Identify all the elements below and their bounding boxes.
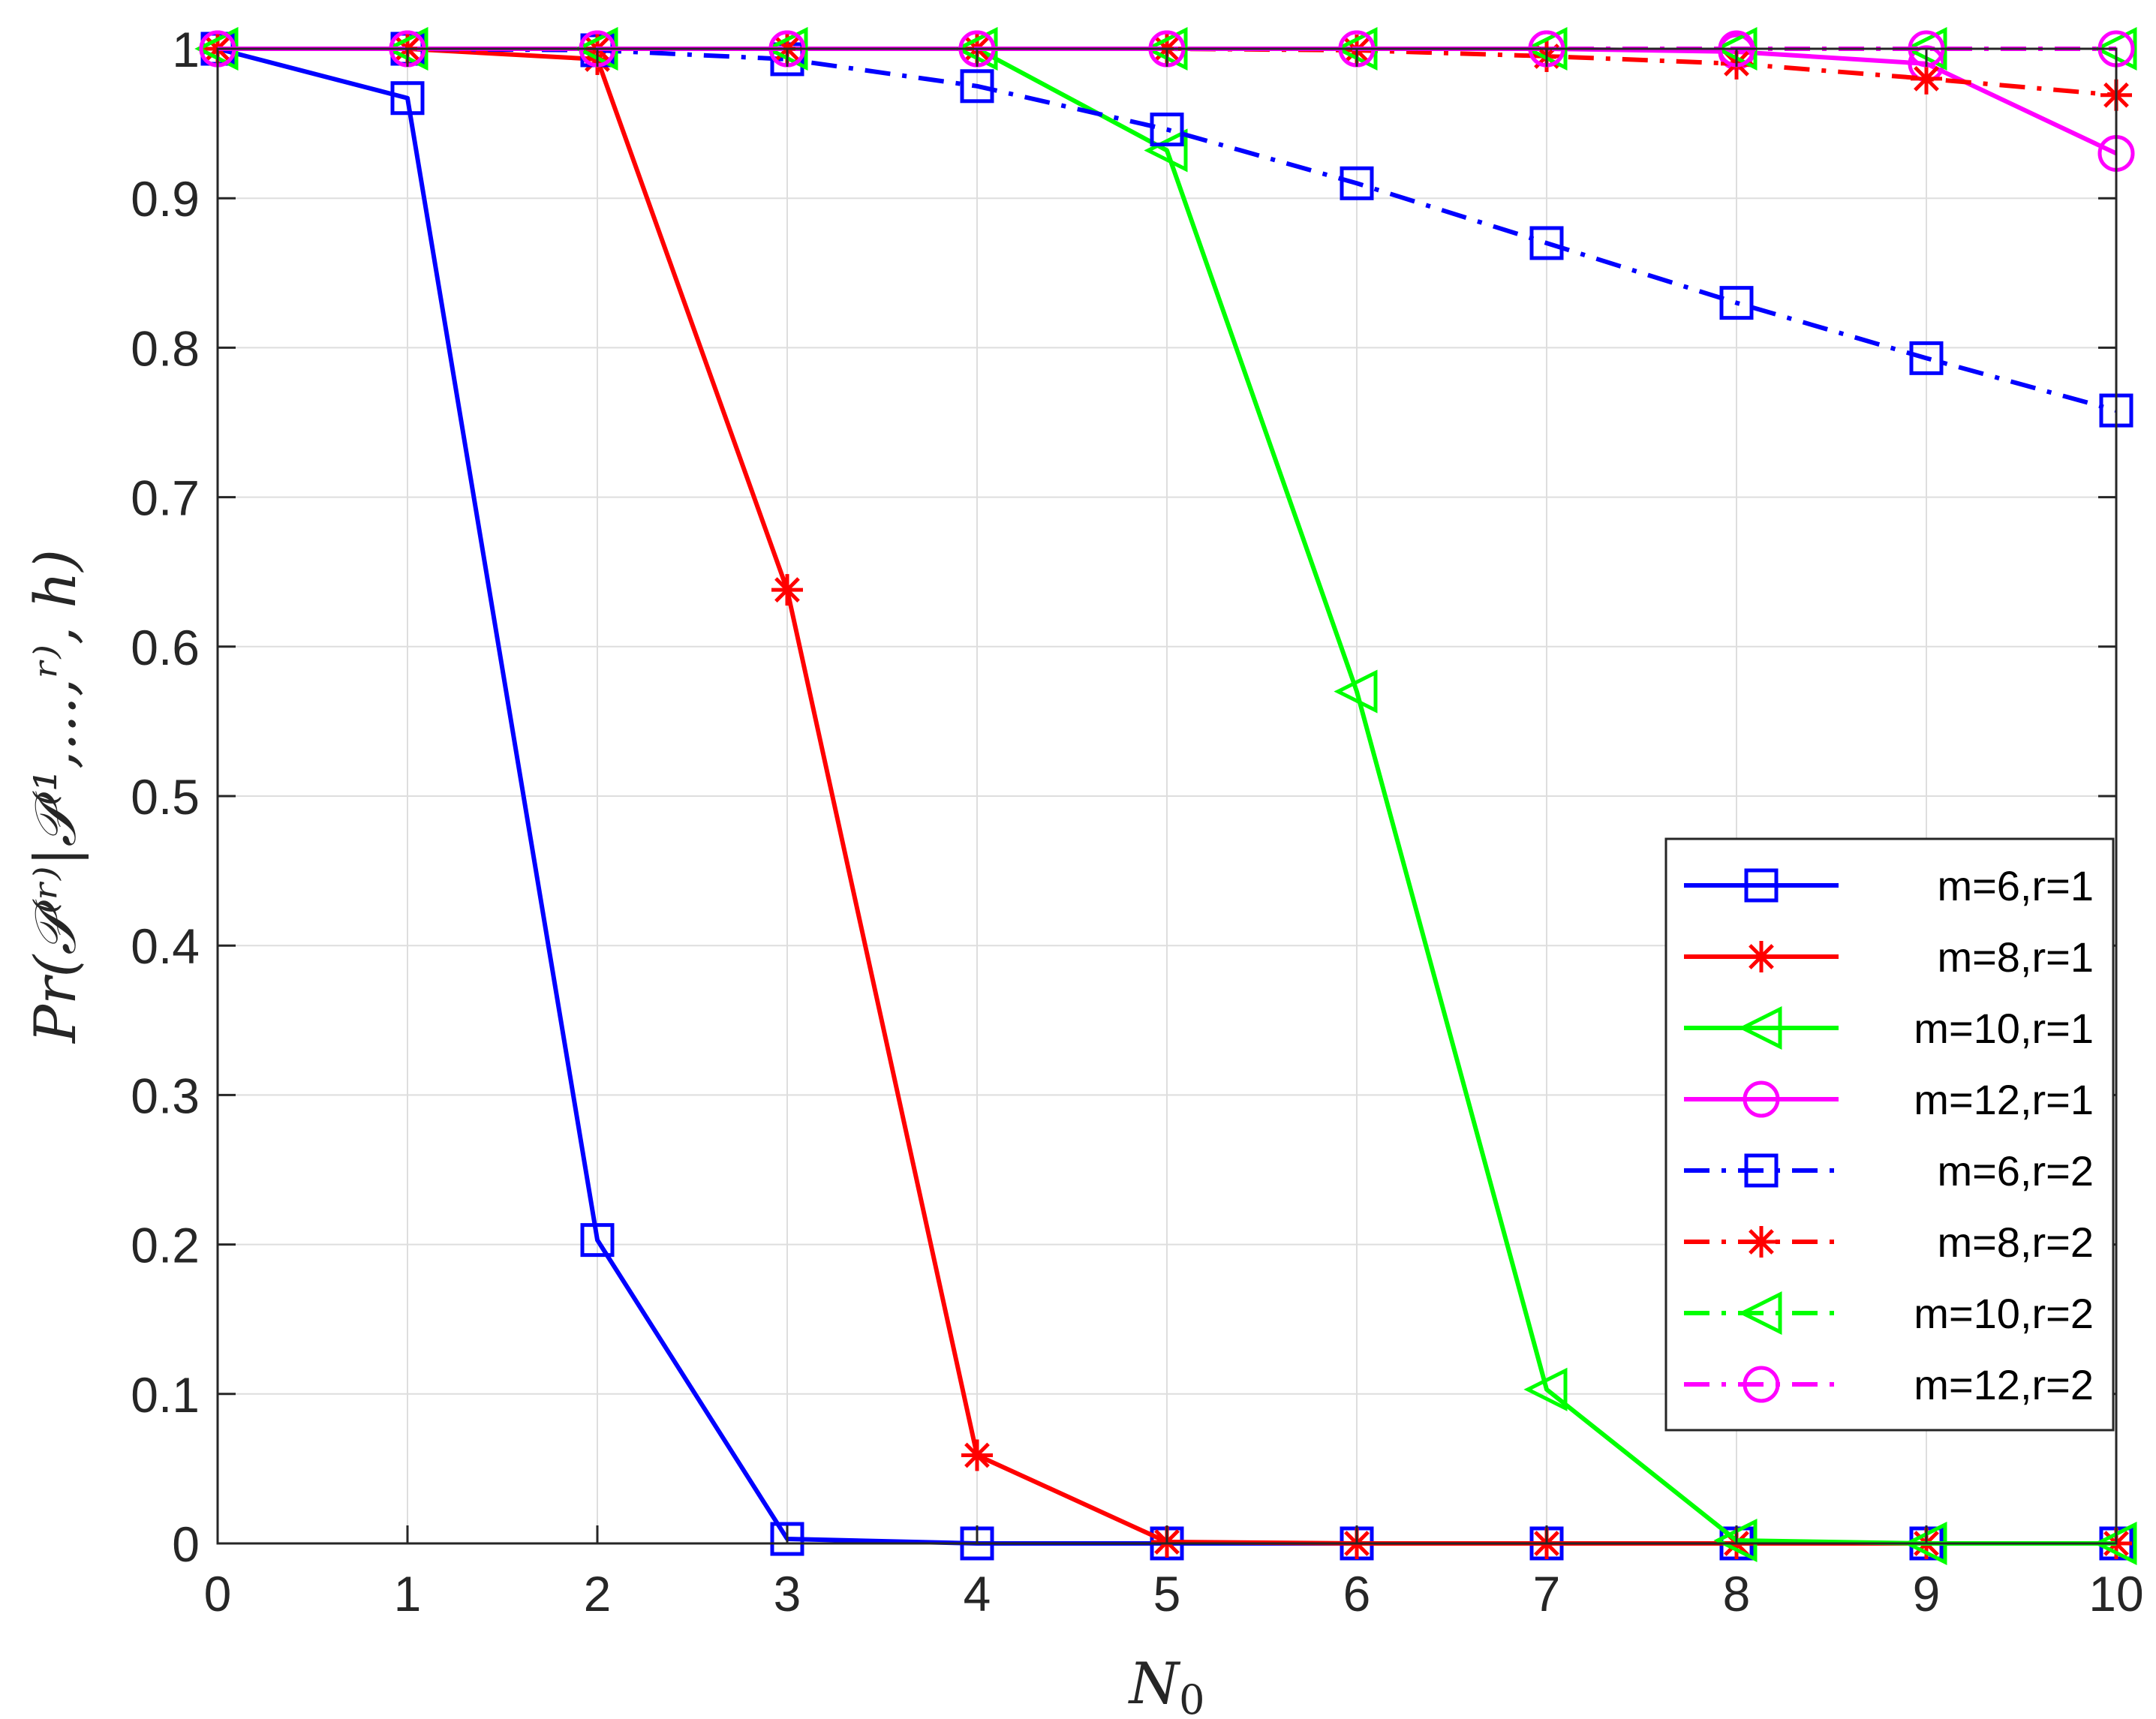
data-point-triangle-left — [1334, 669, 1378, 714]
y-tick-label: 0.9 — [131, 171, 200, 227]
x-axis-label-subscript: 0 — [1179, 1676, 1204, 1719]
data-point-asterisk — [961, 1439, 993, 1471]
y-tick-label: 0.6 — [131, 620, 200, 675]
x-tick-label: 6 — [1343, 1566, 1371, 1621]
data-point-square — [390, 81, 425, 116]
x-tick-label: 1 — [394, 1566, 422, 1621]
legend-entry: m=8,r=1 — [1684, 933, 2094, 981]
legend-label: m=6,r=2 — [1937, 1147, 2094, 1195]
legend-entry: m=12,r=1 — [1684, 1076, 2094, 1123]
y-tick-label: 0.8 — [131, 320, 200, 376]
asterisk-stroke — [1914, 65, 1939, 92]
legend-entry: m=10,r=1 — [1684, 1005, 2094, 1052]
data-point-square — [960, 69, 994, 104]
x-tick-label: 4 — [964, 1566, 991, 1621]
legend-label: m=12,r=2 — [1914, 1361, 2094, 1408]
legend-entry: m=12,r=2 — [1684, 1361, 2094, 1408]
y-tick-label: 0 — [172, 1516, 200, 1572]
legend-label: m=8,r=2 — [1937, 1219, 2094, 1266]
asterisk-stroke — [774, 577, 800, 603]
x-axis-label: N0 — [1128, 1650, 1205, 1719]
y-axis-label: Pr(𝒫⁽ʳ⁾|𝒫⁽¹,...,ʳ⁾, h) — [22, 549, 89, 1044]
data-point-triangle-left — [1523, 1367, 1568, 1411]
legend-marker-asterisk — [1746, 941, 1777, 972]
legend-marker-asterisk — [1746, 1226, 1777, 1258]
legend-marker-circle — [1743, 1080, 1780, 1118]
legend-marker-triangle-left — [1738, 1005, 1782, 1050]
asterisk-stroke — [1749, 944, 1774, 969]
x-tick-label: 8 — [1723, 1566, 1751, 1621]
x-tick-label: 7 — [1533, 1566, 1561, 1621]
legend-marker-square — [1744, 868, 1779, 903]
y-tick-label: 0.4 — [131, 918, 200, 974]
data-point-square — [1909, 341, 1944, 375]
legend-entry: m=6,r=2 — [1684, 1147, 2094, 1195]
asterisk-stroke — [1749, 1229, 1774, 1255]
legend-label: m=6,r=1 — [1937, 862, 2094, 909]
legend: m=6,r=1 m=8,r=1 m=10,r=1 m=12,r=1 m=6,r=2 m=8… — [1664, 837, 2115, 1432]
asterisk-stroke — [964, 1442, 990, 1468]
legend-label: m=10,r=2 — [1914, 1290, 2094, 1337]
legend-box — [1664, 837, 2115, 1432]
legend-marker-circle — [1743, 1366, 1780, 1403]
legend-entry: m=10,r=2 — [1684, 1290, 2094, 1337]
data-point-asterisk — [1911, 62, 1942, 95]
y-tick-label: 1 — [172, 22, 200, 77]
data-point-square — [1719, 286, 1754, 320]
legend-marker-triangle-left — [1738, 1291, 1782, 1336]
legend-entry: m=8,r=2 — [1684, 1219, 2094, 1266]
legend-label: m=10,r=1 — [1914, 1005, 2094, 1052]
series-line — [218, 47, 2117, 413]
data-point-square — [1150, 113, 1184, 147]
legend-entry: m=6,r=1 — [1684, 862, 2094, 909]
legend-marker-square — [1744, 1153, 1779, 1188]
y-tick-label: 0.3 — [131, 1068, 200, 1123]
y-tick-label: 0.1 — [131, 1367, 200, 1423]
data-point-square — [580, 1223, 615, 1258]
data-point-square — [1529, 226, 1564, 260]
y-tick-label: 0.7 — [131, 470, 200, 526]
y-tick-label: 0.2 — [131, 1218, 200, 1273]
legend-label: m=8,r=1 — [1937, 933, 2094, 981]
data-point-asterisk — [771, 574, 803, 606]
x-tick-label: 10 — [2088, 1566, 2143, 1621]
x-axis-label-main: N — [1128, 1650, 1181, 1717]
data-point-square — [1340, 166, 1374, 200]
y-tick-label: 0.5 — [131, 769, 200, 825]
series-line — [218, 47, 2117, 98]
data-point-triangle-left — [1144, 128, 1188, 173]
legend-label: m=12,r=1 — [1914, 1076, 2094, 1123]
x-tick-label: 9 — [1913, 1566, 1941, 1621]
x-tick-label: 0 — [204, 1566, 232, 1621]
x-tick-label: 5 — [1153, 1566, 1181, 1621]
x-tick-label: 3 — [774, 1566, 801, 1621]
x-tick-label: 2 — [584, 1566, 612, 1621]
data-point-square — [770, 1522, 804, 1556]
